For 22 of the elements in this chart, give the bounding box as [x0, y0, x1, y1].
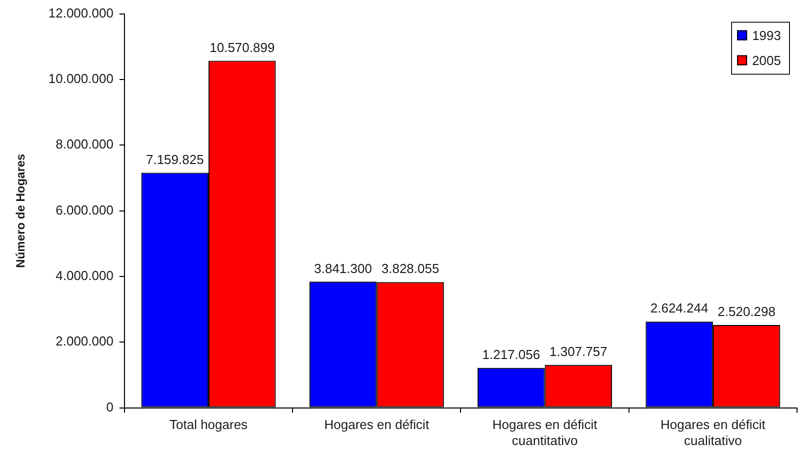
data-label: 10.570.899 [210, 40, 275, 55]
legend-label: 2005 [752, 52, 781, 68]
y-tick-label: 6.000.000 [56, 202, 114, 218]
y-tick-label: 2.000.000 [56, 334, 114, 349]
x-tick-label: Hogares en déficit cualitativo [660, 417, 766, 448]
data-label: 3.828.055 [381, 261, 440, 276]
y-tick-label: 8.000.000 [56, 136, 114, 152]
data-label: 2.624.244 [650, 300, 708, 316]
data-label: 1.217.056 [482, 346, 540, 362]
x-tick-label: Hogares en déficit cuantitativo [492, 417, 598, 448]
data-label: 1.307.757 [550, 344, 608, 359]
y-tick-label: 0 [106, 399, 114, 414]
data-label: 3.841.300 [314, 260, 372, 276]
x-tick-label: Total hogares [170, 417, 248, 432]
y-tick-label: 10.000.000 [48, 71, 114, 86]
data-label: 2.520.298 [718, 304, 776, 320]
y-axis-title: Número de Hogares [14, 153, 28, 268]
data-label: 7.159.825 [146, 152, 204, 167]
y-tick-label: 12.000.000 [48, 5, 114, 20]
x-tick-label: Hogares en déficit [324, 417, 430, 432]
y-tick-label: 4.000.000 [56, 268, 114, 284]
legend-label: 1993 [752, 28, 781, 43]
